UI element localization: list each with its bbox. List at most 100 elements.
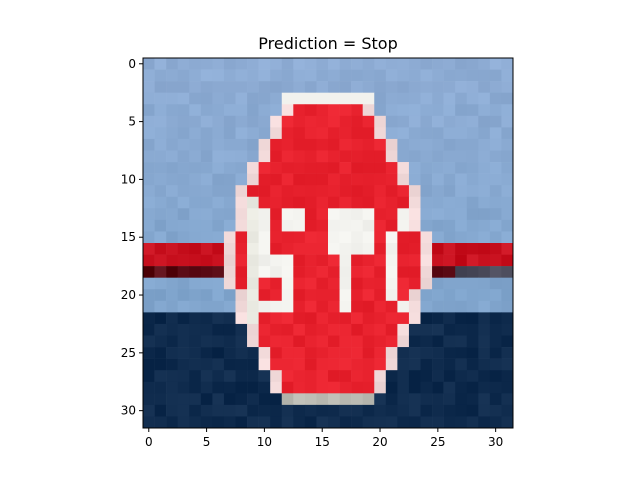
pixel	[420, 69, 433, 82]
pixel	[478, 277, 491, 290]
x-axis-ticks: 0 5 10 15 20 25 30	[145, 428, 503, 449]
pixel	[223, 335, 236, 348]
pixel	[258, 92, 271, 105]
pixel	[455, 196, 468, 209]
pixel	[443, 127, 456, 140]
pixel	[189, 323, 202, 336]
pixel	[362, 81, 375, 93]
pixel	[466, 69, 479, 82]
pixel	[293, 150, 306, 163]
pixel	[408, 150, 421, 163]
pixel	[351, 393, 363, 406]
pixel	[432, 404, 444, 417]
pixel	[154, 115, 167, 128]
pixel	[247, 393, 259, 406]
pixel	[258, 69, 271, 82]
pixel	[478, 347, 491, 359]
pixel	[420, 127, 433, 140]
pixel	[362, 381, 375, 394]
pixel	[143, 381, 155, 394]
pixel	[362, 254, 375, 267]
x-tick-label: 20	[372, 435, 387, 449]
pixel	[200, 300, 213, 313]
pixel	[247, 347, 259, 359]
pixel	[328, 347, 340, 359]
pixel	[466, 115, 479, 128]
pixel	[143, 219, 155, 232]
pixel	[397, 370, 410, 383]
pixel	[339, 138, 352, 151]
pixel	[154, 81, 167, 93]
pixel	[501, 69, 514, 82]
pixel	[258, 300, 271, 313]
pixel	[362, 300, 375, 313]
pixel	[166, 162, 178, 174]
pixel	[270, 335, 283, 348]
pixel	[247, 335, 259, 348]
pixel	[154, 335, 167, 348]
pixel	[212, 219, 225, 232]
pixel	[258, 58, 271, 70]
pixel	[362, 138, 375, 151]
pixel	[466, 150, 479, 163]
pixel	[501, 277, 514, 290]
pixel	[200, 162, 213, 174]
pixel	[189, 162, 202, 174]
pixel	[166, 243, 178, 255]
pixel	[177, 381, 190, 394]
pixel	[316, 115, 329, 128]
pixel	[247, 416, 259, 429]
pixel	[247, 312, 259, 325]
pixel	[293, 416, 306, 429]
pixel	[478, 289, 491, 302]
pixel	[154, 127, 167, 140]
pixel	[281, 58, 294, 70]
pixel	[143, 185, 155, 198]
pixel	[374, 58, 387, 70]
y-tick-label: 30	[121, 404, 136, 418]
pixel	[166, 185, 178, 198]
pixel	[362, 243, 375, 255]
pixel	[258, 312, 271, 325]
pixel	[316, 335, 329, 348]
pixel	[466, 231, 479, 244]
pixel	[385, 127, 398, 140]
pixel	[328, 127, 340, 140]
pixel	[455, 300, 468, 313]
pixel	[143, 162, 155, 174]
pixel	[489, 115, 502, 128]
pixel	[328, 358, 340, 371]
pixel	[455, 347, 468, 359]
pixel	[478, 416, 491, 429]
pixel	[235, 254, 248, 267]
pixel	[304, 300, 317, 313]
pixel	[189, 370, 202, 383]
pixel	[166, 393, 178, 406]
pixel	[328, 335, 340, 348]
pixel	[455, 289, 468, 302]
pixel	[374, 266, 387, 278]
pixel	[351, 254, 363, 267]
pixel	[501, 150, 514, 163]
pixel	[293, 312, 306, 325]
pixel	[258, 81, 271, 93]
pixel	[478, 196, 491, 209]
pixel	[420, 277, 433, 290]
pixel	[328, 115, 340, 128]
pixel	[235, 196, 248, 209]
pixel	[420, 312, 433, 325]
pixel	[143, 289, 155, 302]
pixel	[351, 138, 363, 151]
pixel	[397, 289, 410, 302]
pixel	[247, 162, 259, 174]
pixel	[328, 196, 340, 209]
pixel	[328, 381, 340, 394]
pixel	[489, 289, 502, 302]
pixel	[235, 138, 248, 151]
pixel	[385, 243, 398, 255]
pixel	[339, 92, 352, 105]
pixel	[293, 266, 306, 278]
pixel	[281, 69, 294, 82]
pixel	[443, 162, 456, 174]
pixel	[304, 347, 317, 359]
